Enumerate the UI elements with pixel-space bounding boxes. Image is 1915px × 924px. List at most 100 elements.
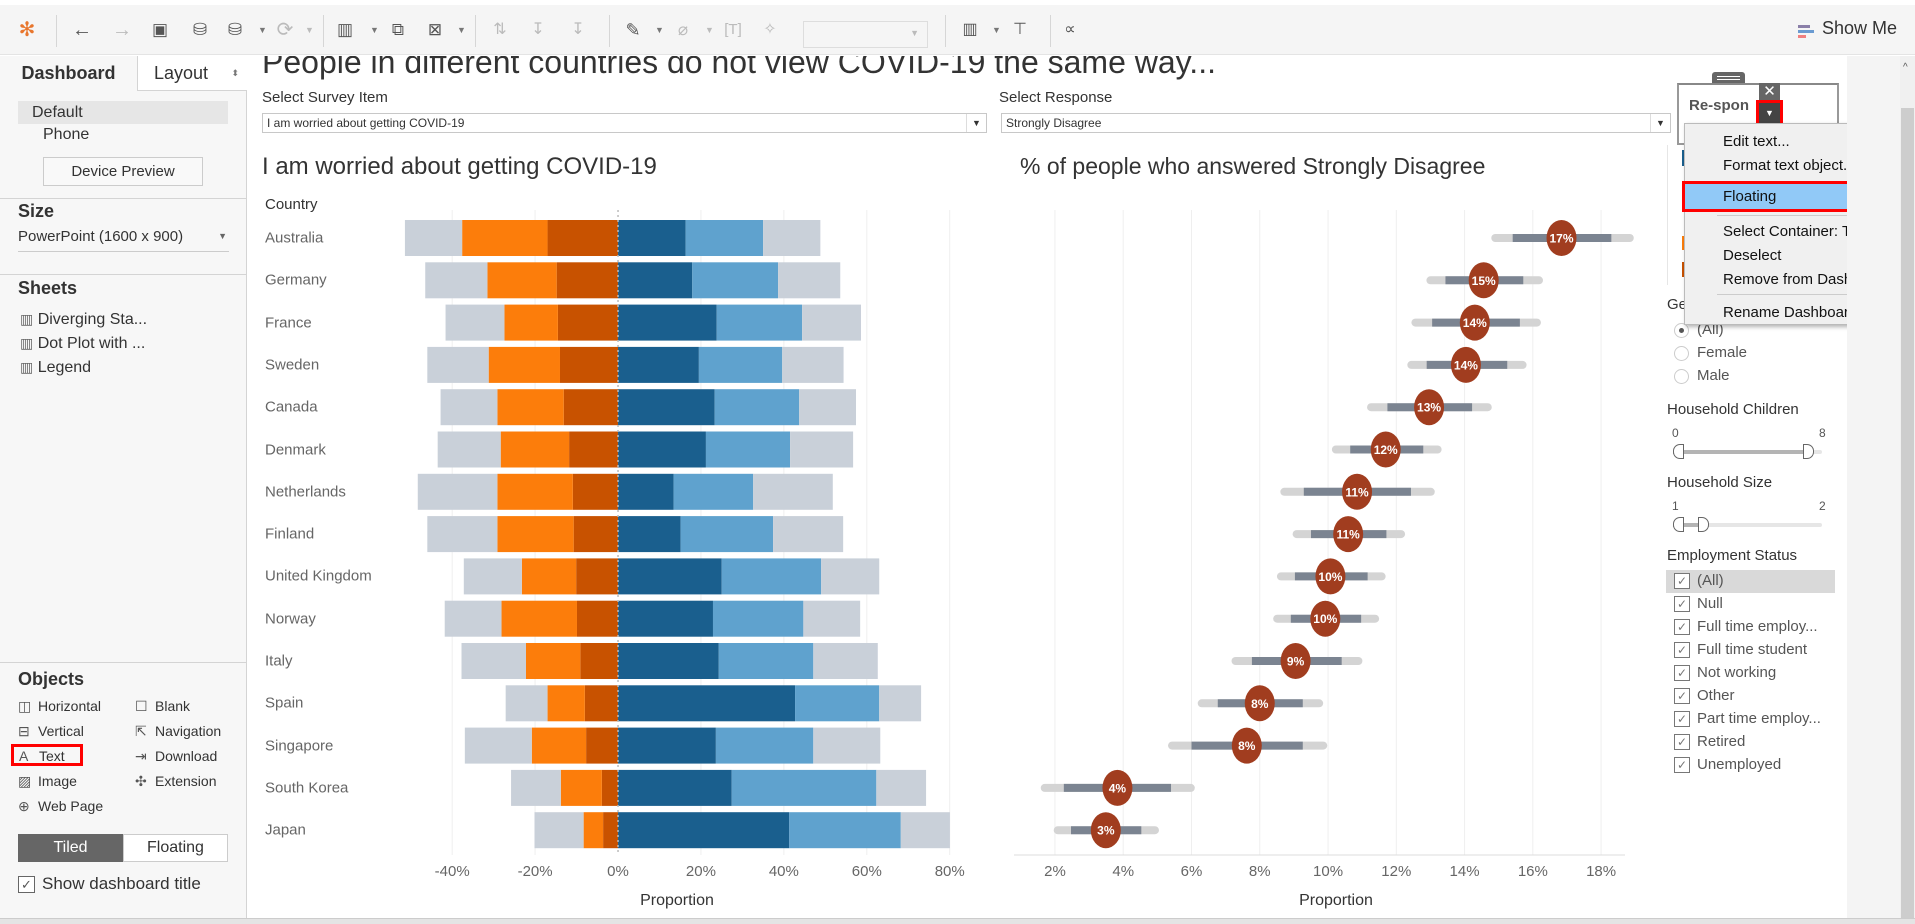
show-labels-icon[interactable]: [T] [724, 21, 742, 38]
slider-handle-min[interactable] [1673, 444, 1684, 459]
clear-icon[interactable]: ⊠ [427, 20, 443, 39]
object-web-page[interactable]: ⊕ Web Page [18, 798, 103, 815]
bar-segment [576, 558, 619, 595]
swap-icon[interactable]: ⇅ [493, 21, 507, 38]
group-caret[interactable]: ▼ [705, 25, 714, 35]
bar-segment [673, 473, 754, 510]
response-dropdown[interactable]: Strongly Disagree ▼ [1001, 113, 1671, 133]
vertical-scrollbar[interactable]: ^ [1900, 56, 1915, 918]
bar-segment [876, 769, 927, 806]
gender-radio-all[interactable] [1674, 323, 1689, 338]
dot-point [1468, 262, 1499, 299]
highlight-caret[interactable]: ▼ [655, 25, 664, 35]
refresh-icon[interactable]: ⟳ [276, 19, 294, 41]
household-size-slider[interactable] [1673, 517, 1822, 532]
drag-handle[interactable] [1712, 72, 1745, 84]
menu-item-select-container[interactable]: Select Container: Tiled [1723, 223, 1874, 240]
dot-point [1370, 431, 1401, 468]
object-text[interactable]: A Text [11, 744, 83, 766]
sheet-item[interactable]: ▥ Dot Plot with ... [20, 335, 145, 353]
survey-item-label: Select Survey Item [262, 89, 388, 106]
show-title-checkbox[interactable]: ✓ [18, 876, 35, 893]
show-cards-caret[interactable]: ▼ [992, 25, 1001, 35]
sort-descending-icon[interactable]: ↧ [571, 21, 585, 38]
size-dropdown[interactable]: PowerPoint (1600 x 900) ▼ [18, 228, 229, 252]
new-worksheet-caret[interactable]: ▼ [370, 25, 379, 35]
pause-dropdown-caret[interactable]: ▼ [258, 25, 267, 35]
show-me-button[interactable]: Show Me [1822, 18, 1898, 38]
device-phone[interactable]: Phone [43, 126, 90, 143]
employment-checkbox[interactable]: ✓ [1674, 757, 1690, 773]
undo-icon[interactable]: ← [72, 19, 92, 41]
x-tick-label: 16% [1518, 863, 1548, 880]
close-icon[interactable]: ✕ [1759, 83, 1780, 100]
object-label: Text [39, 748, 65, 764]
device-default[interactable]: Default [18, 101, 228, 124]
tab-layout[interactable]: Layout ⬍ [137, 56, 247, 91]
new-data-source-icon[interactable]: ⛁ [192, 20, 208, 39]
bar-segment [714, 389, 800, 426]
group-icon[interactable]: ⌀ [677, 20, 689, 39]
scrollbar-thumb[interactable] [1901, 108, 1914, 918]
duplicate-icon[interactable]: ⧉ [391, 20, 405, 39]
sort-ascending-icon[interactable]: ↧ [531, 21, 545, 38]
object-horizontal[interactable]: ◫ Horizontal [18, 698, 101, 715]
bar-segment [618, 389, 715, 426]
menu-item-edit-text[interactable]: Edit text... [1723, 133, 1790, 150]
survey-item-dropdown[interactable]: I am worried about getting COVID-19 ▼ [262, 113, 987, 133]
slider-handle-max[interactable] [1803, 444, 1814, 459]
object-extension[interactable]: ✣ Extension [135, 773, 216, 790]
dot-point [1280, 643, 1311, 679]
object-blank[interactable]: ☐ Blank [135, 698, 190, 715]
floating-button[interactable]: Floating [123, 834, 228, 862]
employment-checkbox[interactable]: ✓ [1674, 573, 1690, 589]
sheet-item[interactable]: ▥ Legend [20, 359, 91, 377]
household-children-slider[interactable] [1673, 444, 1822, 459]
refresh-dropdown-caret[interactable]: ▼ [305, 25, 314, 35]
employment-checkbox[interactable]: ✓ [1674, 665, 1690, 681]
employment-checkbox[interactable]: ✓ [1674, 596, 1690, 612]
slider-handle-min[interactable] [1673, 517, 1684, 532]
fit-dropdown[interactable]: ▼ [803, 21, 928, 48]
object-download[interactable]: ⇥ Download [135, 748, 217, 765]
show-me-icon[interactable] [1798, 25, 1816, 41]
country-label: Netherlands [265, 483, 346, 501]
presentation-icon[interactable]: ⊤ [1013, 21, 1027, 38]
save-icon[interactable]: ▣ [151, 20, 169, 39]
device-preview-button[interactable]: Device Preview [43, 157, 203, 186]
x-tick-label: 12% [1381, 863, 1411, 880]
scroll-up-icon[interactable]: ^ [1903, 62, 1908, 73]
object-vertical[interactable]: ⊟ Vertical [18, 723, 84, 740]
show-cards-icon[interactable]: ▥ [962, 21, 978, 38]
employment-checkbox[interactable]: ✓ [1674, 619, 1690, 635]
employment-checkbox[interactable]: ✓ [1674, 711, 1690, 727]
tableau-logo-icon[interactable]: ✻ [18, 19, 36, 41]
dot-point [1459, 304, 1490, 341]
object-navigation[interactable]: ⇱ Navigation [135, 723, 221, 740]
pause-updates-icon[interactable]: ⛁ [227, 20, 243, 39]
gender-radio-male[interactable] [1674, 369, 1689, 384]
menu-item-format-text-object[interactable]: Format text object... [1723, 157, 1856, 174]
bar-segment [563, 389, 619, 426]
vertical-container-icon: ⊟ [18, 723, 30, 739]
tab-dashboard[interactable]: Dashboard [0, 56, 137, 91]
employment-checkbox[interactable]: ✓ [1674, 642, 1690, 658]
tiled-button[interactable]: Tiled [18, 834, 123, 862]
employment-checkbox[interactable]: ✓ [1674, 688, 1690, 704]
menu-item-deselect[interactable]: Deselect [1723, 247, 1782, 264]
gender-radio-female[interactable] [1674, 346, 1689, 361]
slider-handle-max[interactable] [1698, 517, 1709, 532]
bar-segment [531, 727, 587, 764]
new-worksheet-icon[interactable]: ▥ [336, 20, 354, 39]
employment-checkbox[interactable]: ✓ [1674, 734, 1690, 750]
country-label: Sweden [265, 356, 320, 374]
object-image[interactable]: ▨ Image [18, 773, 77, 790]
country-label: Japan [265, 821, 306, 839]
share-icon[interactable]: ∝ [1064, 21, 1076, 38]
clear-caret[interactable]: ▼ [457, 25, 466, 35]
highlight-icon[interactable]: ✎ [625, 20, 641, 40]
redo-icon[interactable]: → [112, 19, 132, 41]
sheet-item[interactable]: ▥ Diverging Sta... [20, 311, 147, 329]
pin-icon[interactable]: ✧ [763, 21, 777, 38]
dot-point [1102, 769, 1133, 806]
